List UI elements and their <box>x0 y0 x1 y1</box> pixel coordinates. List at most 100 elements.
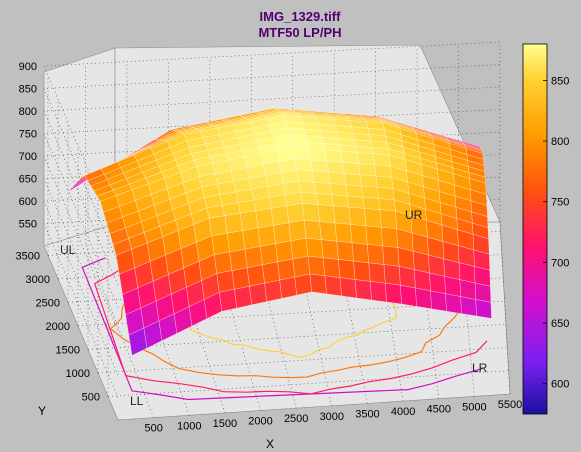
surface-patch <box>430 290 447 312</box>
chart-title: IMG_1329.tiff <box>260 9 342 24</box>
surface-patch <box>308 148 328 162</box>
surface-patch <box>358 163 377 177</box>
surface-patch <box>300 191 319 205</box>
y-tick-label: 2000 <box>46 321 70 333</box>
surface-patch <box>474 282 492 303</box>
surface-patch <box>219 289 238 312</box>
surface-patch <box>429 272 446 295</box>
surface-patch <box>302 203 320 222</box>
surface-patch <box>353 260 371 282</box>
surface-patch <box>385 283 402 305</box>
surface-patch <box>356 152 375 166</box>
surface-patch <box>381 227 399 248</box>
surface-patch <box>310 159 329 173</box>
surface-patch <box>475 299 492 319</box>
surface-patch <box>347 195 365 209</box>
colorbar-tick-label: 800 <box>551 136 569 148</box>
colorbar <box>522 43 548 415</box>
surface-patch <box>326 160 345 174</box>
z-tick-label: 650 <box>19 174 37 186</box>
contour-700 <box>81 257 483 401</box>
surface-patch <box>315 193 334 207</box>
surface-patch <box>324 275 342 297</box>
surface-patch <box>322 257 341 278</box>
surface-patch <box>264 279 283 302</box>
z-axis-ticks: 550 600 650 700 750 800 850 900 <box>19 61 37 231</box>
surface-patch <box>244 246 263 268</box>
surface-patch <box>361 185 379 199</box>
z-tick-label: 750 <box>19 129 37 141</box>
surface-patch <box>414 269 431 292</box>
surface-patch <box>290 237 309 260</box>
corner-label-ul: UL <box>60 243 76 257</box>
y-tick-label: 1000 <box>66 368 90 380</box>
surface-patch <box>383 264 401 286</box>
colorbar-tick-label: 750 <box>551 197 569 209</box>
x-tick-label: 2500 <box>284 413 308 425</box>
surface-patch <box>294 158 313 172</box>
surface-patch <box>342 162 361 176</box>
y-tick-label: 3000 <box>26 274 50 286</box>
surface-patch <box>459 279 477 300</box>
surface-patch <box>377 187 395 201</box>
surface-patch <box>292 147 312 161</box>
surface-patch <box>286 203 305 224</box>
x-tick-label: 500 <box>144 423 162 435</box>
surface-patch <box>351 242 370 264</box>
surface-patch <box>338 259 356 280</box>
surface-patch <box>296 169 315 183</box>
z-tick-label: 850 <box>19 84 37 96</box>
grid-line-x <box>499 221 511 395</box>
surface-patch <box>331 194 350 208</box>
surface-patch <box>271 205 290 226</box>
colorbar-tick-label: 600 <box>551 379 569 391</box>
surface-patch <box>460 296 477 317</box>
corner-label-ll: LL <box>130 394 144 408</box>
surface-patch <box>314 181 332 195</box>
surface-patch <box>234 286 253 309</box>
surface-patch <box>229 248 248 271</box>
y-tick-label: 500 <box>82 391 100 403</box>
z-tick-label: 800 <box>19 106 37 118</box>
surface-patch <box>305 237 324 259</box>
x-tick-label: 5000 <box>462 401 486 413</box>
x-tick-label: 1500 <box>213 418 237 430</box>
surface-patch <box>378 198 396 212</box>
surface-patch <box>262 261 280 284</box>
surface-patch <box>288 219 307 242</box>
mtf-surface <box>68 108 492 356</box>
surface-patch <box>398 265 416 289</box>
surface-patch <box>249 282 268 306</box>
x-tick-label: 4500 <box>426 404 450 416</box>
surface-patch <box>303 219 322 240</box>
surface-patch <box>321 239 339 260</box>
surface-patch <box>279 276 298 299</box>
surface-patch <box>445 293 462 314</box>
x-tick-label: 5500 <box>498 399 522 411</box>
surface-patch <box>368 262 386 284</box>
surface-patch <box>242 227 261 250</box>
grid-line-y <box>97 347 508 374</box>
surface-patch <box>246 264 265 287</box>
surface-patch <box>309 273 327 295</box>
surface-patch <box>400 284 417 307</box>
surface-patch <box>365 225 383 247</box>
surface-patch <box>312 170 331 184</box>
surface-patch <box>317 204 336 224</box>
surface-patch <box>340 150 359 164</box>
surface-patch <box>211 232 230 255</box>
surface-patch <box>214 251 233 274</box>
surface-patch <box>382 245 400 267</box>
back-wall-left <box>43 47 116 247</box>
surface-patch <box>240 210 259 231</box>
surface-patch <box>336 241 354 262</box>
surface-patch <box>334 222 353 244</box>
y-axis-label: Y <box>38 404 46 418</box>
surface-patch <box>226 230 246 253</box>
surface-patch <box>354 279 372 301</box>
surface-patch <box>379 209 397 229</box>
surface-patch <box>328 172 347 186</box>
surface-patch <box>350 224 368 245</box>
surface-patch <box>273 222 292 244</box>
surface-patch <box>444 275 461 297</box>
